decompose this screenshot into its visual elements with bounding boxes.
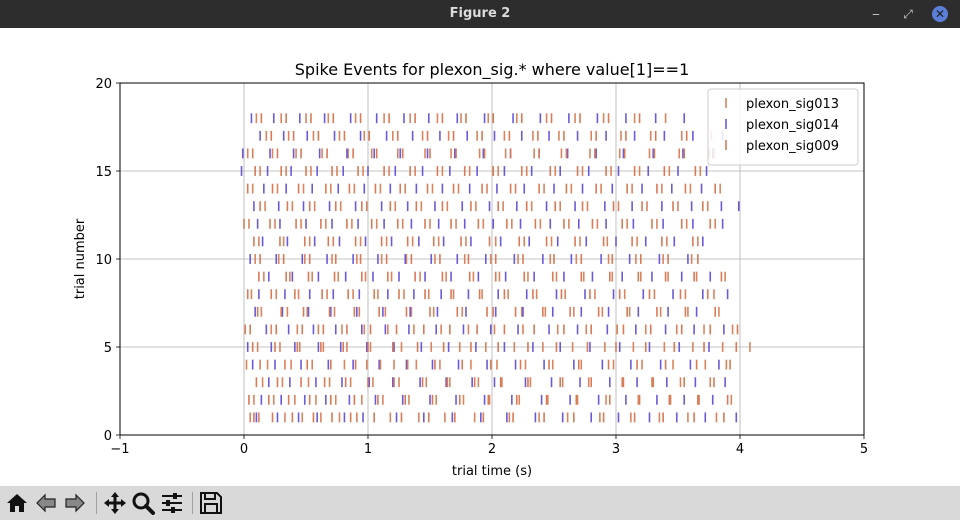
x-tick-label: 2	[488, 442, 496, 457]
navigation-toolbar	[0, 486, 960, 520]
forward-button[interactable]	[62, 491, 88, 515]
zoom-icon	[132, 492, 155, 515]
x-tick-label: 1	[364, 442, 372, 457]
window-titlebar: Figure 2 ‒ ⤢ ✕	[0, 0, 960, 28]
save-icon	[200, 492, 222, 514]
x-tick-label: 5	[860, 442, 868, 457]
x-tick-label: 4	[736, 442, 744, 457]
y-tick-label: 5	[104, 341, 112, 356]
legend-label: plexon_sig009	[746, 139, 839, 154]
back-icon	[36, 493, 56, 513]
y-axis-label: trial number	[73, 218, 88, 299]
chart-title: Spike Events for plexon_sig.* where valu…	[295, 60, 690, 80]
configure-subplots-icon	[162, 493, 182, 513]
minimize-button[interactable]: ‒	[872, 7, 880, 21]
home-icon	[7, 494, 27, 512]
toolbar-separator	[192, 492, 193, 514]
zoom-button[interactable]	[130, 491, 156, 515]
window-title: Figure 2	[449, 6, 511, 21]
y-tick-label: 20	[95, 77, 112, 92]
forward-icon	[65, 493, 85, 513]
restore-button[interactable]: ⤢	[903, 7, 913, 21]
y-tick-label: 0	[104, 429, 112, 444]
home-button[interactable]	[4, 491, 30, 515]
x-tick-label: −1	[110, 442, 129, 457]
x-tick-label: 0	[240, 442, 248, 457]
y-tick-label: 10	[95, 253, 112, 268]
save-button[interactable]	[198, 491, 224, 515]
x-axis-label: trial time (s)	[452, 464, 532, 479]
axes-frame	[119, 82, 865, 436]
pan-icon	[104, 492, 126, 514]
pan-button[interactable]	[102, 491, 128, 515]
y-tick-label: 15	[95, 165, 112, 180]
close-button[interactable]: ✕	[932, 6, 948, 22]
legend-label: plexon_sig014	[746, 118, 839, 133]
figure-canvas[interactable]: −1 0 1 2 3 4 5 0 5 10 15 20 Spike Events for plexon_…	[0, 28, 960, 486]
configure-subplots-button[interactable]	[159, 491, 185, 515]
back-button[interactable]	[33, 491, 59, 515]
legend-label: plexon_sig013	[746, 97, 839, 112]
toolbar-separator	[96, 492, 97, 514]
x-tick-label: 3	[612, 442, 620, 457]
legend-box	[707, 88, 859, 166]
